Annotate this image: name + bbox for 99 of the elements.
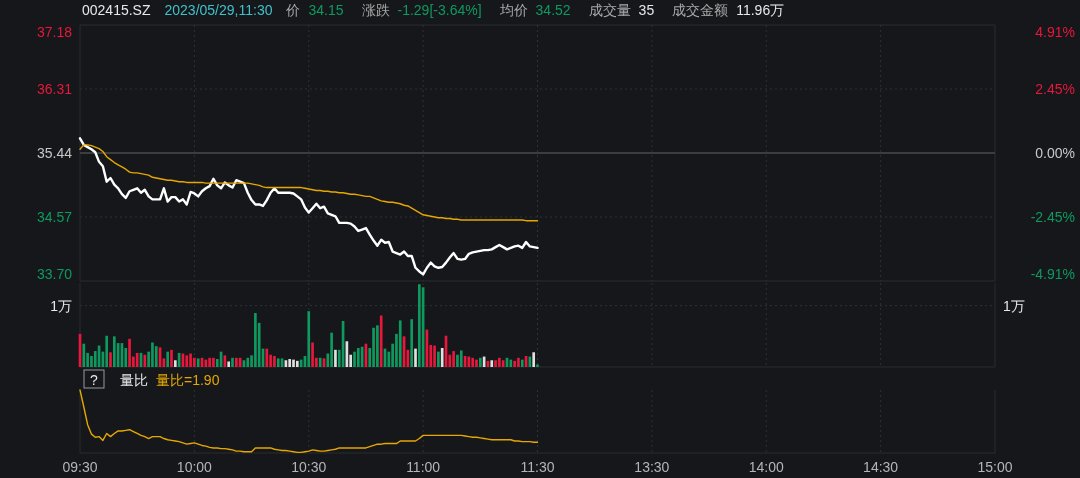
x-tick-label: 14:30 [863,459,899,475]
bar [318,357,322,367]
bar [246,357,250,367]
text: 34.15 [308,2,344,18]
bar [185,355,189,367]
bar [154,346,158,367]
bar [520,359,524,367]
bar [509,359,513,367]
text: ? [90,372,99,388]
bar [276,358,280,367]
bar [189,353,192,367]
bar [372,327,375,367]
text: 量比 [120,372,148,388]
bar [311,342,314,367]
x-tick-label: 10:00 [176,459,213,475]
text: 价 [285,2,301,18]
text: 成交量 [588,2,631,18]
x-tick-label: 09:30 [62,459,98,475]
bar [334,349,337,367]
bar [254,313,257,367]
bar [292,359,295,367]
y-tick-label: 36.31 [36,81,73,97]
text: 35 [638,2,655,18]
bar [330,332,333,367]
bar [494,360,497,367]
bar [353,351,356,367]
bar [212,357,215,367]
bar [452,351,455,367]
bar [90,355,93,367]
bar [151,342,154,367]
y-tick-label: 34.57 [36,209,73,225]
bar [437,351,440,367]
x-tick-label: 11:00 [406,459,441,475]
bar [478,357,482,367]
bar [231,357,234,367]
bar [204,359,208,367]
y-tick-label: 35.44 [36,145,73,161]
bar [356,347,360,367]
bar [112,336,116,367]
y2-tick-label: -4.91% [1030,266,1075,282]
bar [459,350,463,367]
bar [517,357,520,367]
bar [265,348,269,367]
y-tick-label: 37.18 [36,24,73,40]
bar [273,355,276,367]
bar [173,360,177,367]
chart-title: 002415.SZ [82,2,151,18]
bar [135,352,139,367]
bar [307,311,311,367]
bar [379,315,383,367]
bar [288,359,292,367]
bar [456,354,459,367]
x-tick-label: 10:30 [291,459,327,475]
text: 成交金额 [672,2,729,18]
text: 1万 [1003,297,1025,314]
bar [170,349,173,367]
chart-subtitle: 2023/05/29,11:30 [164,2,273,18]
bar [82,343,86,367]
y2-tick-label: -2.45% [1030,208,1075,225]
bar [433,345,436,367]
bar [532,352,536,367]
x-tick-label: 15:00 [977,459,1013,475]
text: 均价 [498,2,528,18]
bar [475,359,478,367]
bar [440,347,444,367]
bar [295,360,299,367]
text: 11.96万 [736,2,785,18]
bar [398,320,402,367]
text: 涨跌 [361,2,390,18]
bar [128,338,131,367]
bar [501,360,505,367]
bar [471,357,475,367]
bar [166,351,170,367]
bar [124,347,128,367]
bar [143,354,147,367]
bar [513,360,516,367]
y2-tick-label: 2.45% [1035,81,1075,98]
x-tick-label: 13:30 [634,459,670,475]
bar [109,352,112,367]
bar [490,360,494,367]
bar [193,357,196,367]
bar [227,361,231,367]
bar [196,358,200,367]
bar [498,357,501,367]
y2-tick-label: 4.91% [1035,24,1075,40]
text: 34.52 [535,2,571,18]
bar [105,335,109,367]
x-tick-label: 11:30 [520,459,555,475]
text: 量比=1.90 [156,372,220,388]
y2-tick-label: 0.00% [1035,145,1075,161]
bar [234,357,238,367]
y-tick-label: 1万 [50,297,72,314]
bar [410,319,414,367]
bar [208,357,211,367]
text: -1.29[-3.64%] [397,2,482,18]
bar [414,348,417,367]
x-tick-label: 14:00 [748,459,784,475]
y-tick-label: 33.70 [36,266,73,282]
bar [376,325,379,367]
